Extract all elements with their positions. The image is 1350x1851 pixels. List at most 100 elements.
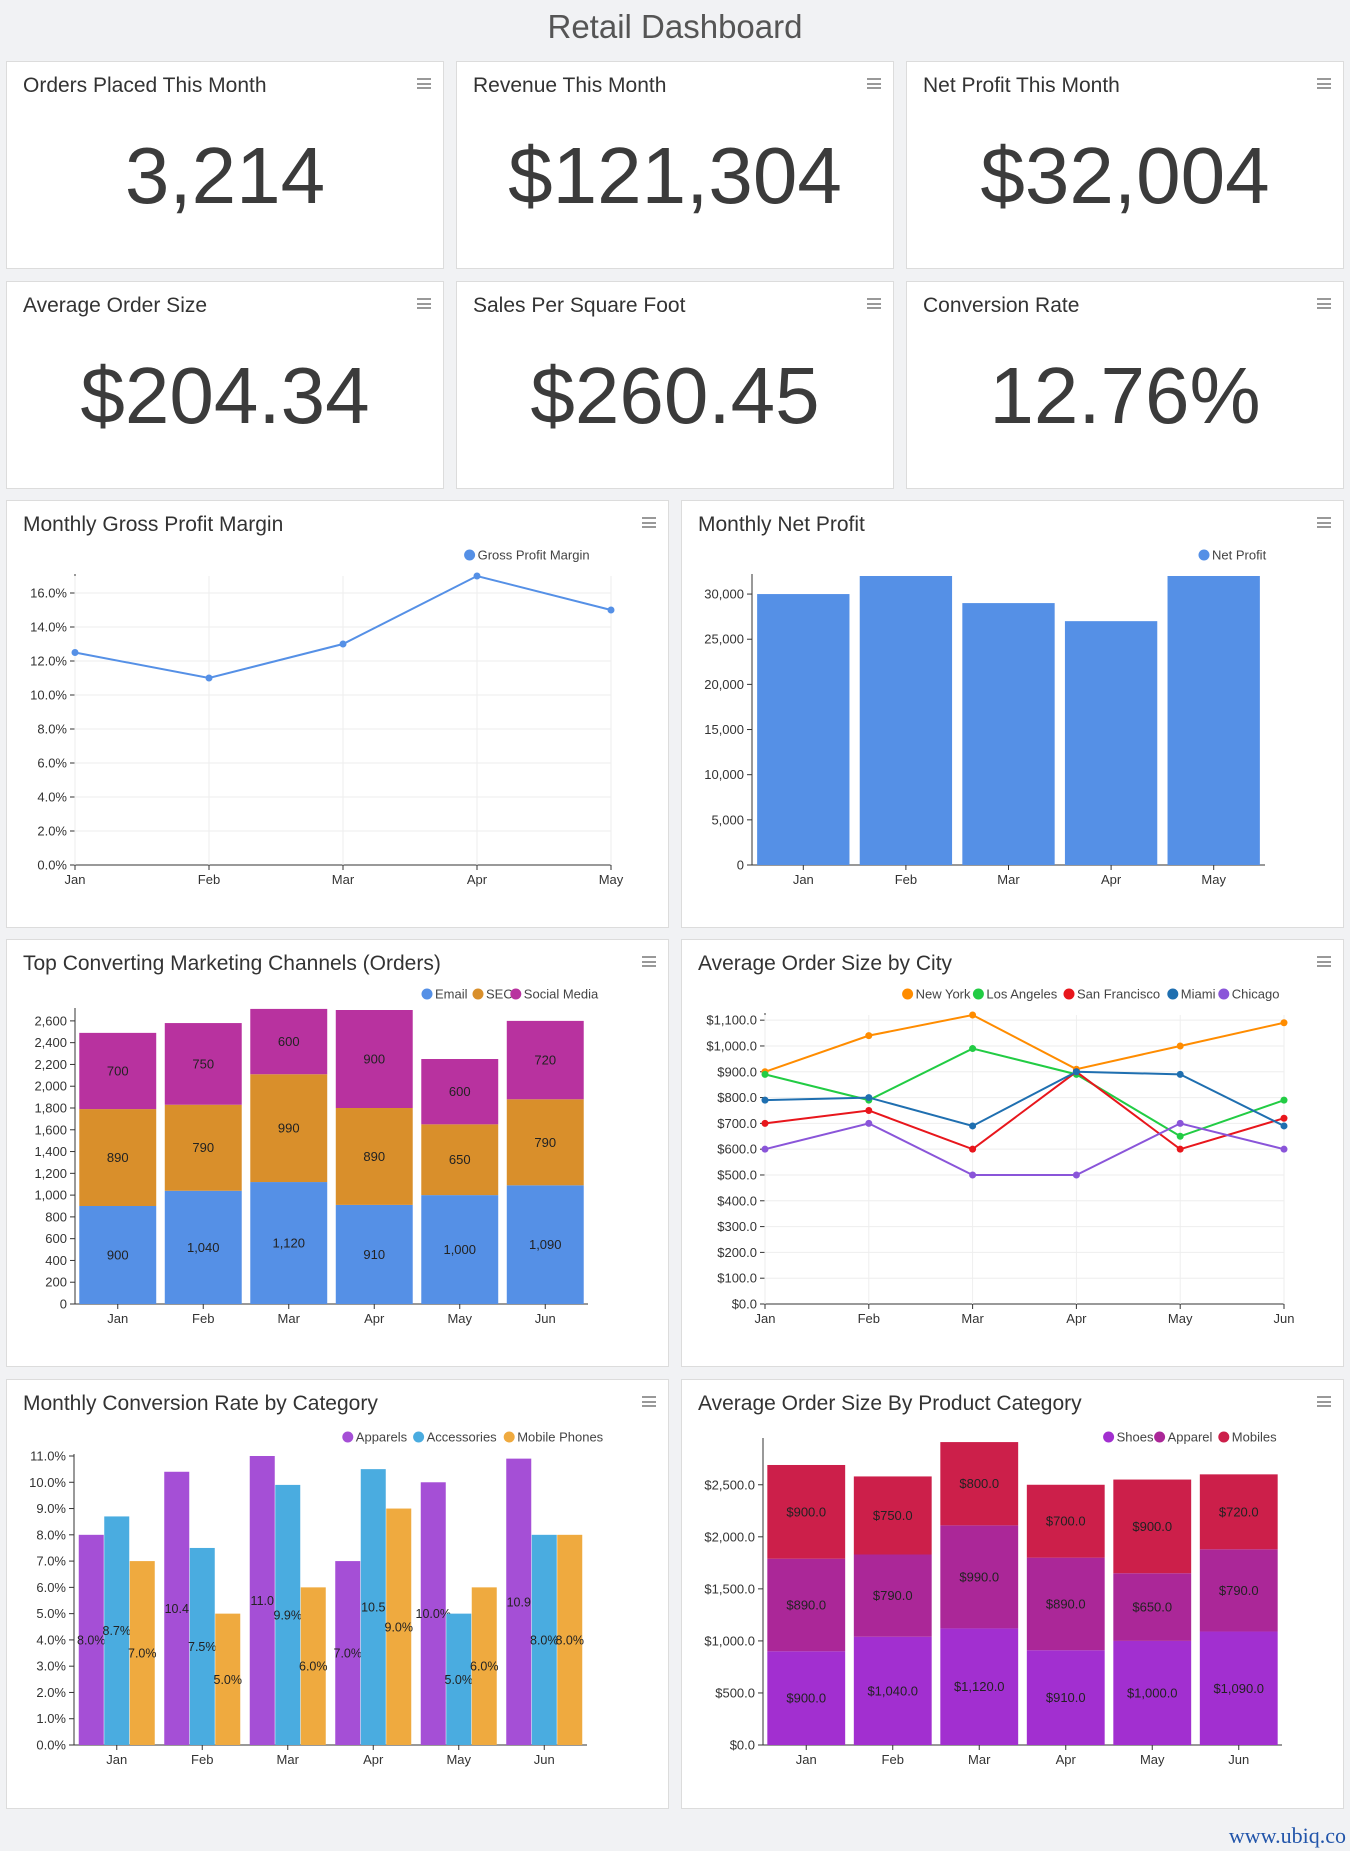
data-label: 5.0%	[214, 1673, 243, 1687]
y-tick-label: 1,600	[34, 1122, 67, 1137]
bar-segment	[1113, 1479, 1192, 1574]
bar-segment	[767, 1464, 846, 1559]
data-point	[607, 606, 615, 614]
data-label: 6.0%	[299, 1660, 328, 1674]
data-label: $700.0	[1046, 1514, 1086, 1529]
data-label: 5.0%	[445, 1673, 474, 1687]
x-tick-label: Feb	[882, 1752, 904, 1767]
y-tick-label: 3.0%	[36, 1659, 66, 1674]
kpi-title: Net Profit This Month	[923, 74, 1120, 97]
kpi-value: 12.76%	[989, 351, 1261, 440]
y-tick-label: $700.0	[717, 1116, 757, 1131]
legend-marker	[1063, 988, 1075, 1000]
data-label: $790.0	[873, 1588, 913, 1603]
legend-label: Shoes	[1117, 1430, 1154, 1445]
conversion-category-chart: 0.0%1.0%2.0%3.0%4.0%5.0%6.0%7.0%8.0%9.0%…	[29, 1430, 604, 1768]
kpi-card-revenue: Revenue This Month $121,304	[456, 61, 894, 269]
y-tick-label: $1,100.0	[706, 1013, 757, 1028]
data-point	[865, 1094, 873, 1102]
x-tick-label: Mar	[997, 872, 1020, 887]
menu-icon[interactable]	[1317, 78, 1331, 89]
chart-card-product-category: Average Order Size By Product Category $…	[681, 1379, 1344, 1809]
data-point	[865, 1119, 873, 1127]
legend-marker	[1103, 1431, 1115, 1443]
chart-title: Monthly Conversion Rate by Category	[23, 1392, 378, 1415]
menu-icon[interactable]	[1317, 1396, 1331, 1407]
bar	[360, 1469, 386, 1745]
data-label: 10.9	[507, 1595, 531, 1609]
menu-icon[interactable]	[867, 78, 881, 89]
x-tick-label: Jun	[1274, 1311, 1295, 1326]
data-label: $910.0	[1046, 1690, 1086, 1705]
data-point	[1072, 1171, 1080, 1179]
data-label: 910	[363, 1247, 385, 1262]
y-tick-label: 2,000	[34, 1079, 67, 1094]
y-tick-label: 9.0%	[36, 1501, 66, 1516]
menu-icon[interactable]	[1317, 517, 1331, 528]
data-label: $1,090.0	[1213, 1681, 1264, 1696]
bar-segment	[767, 1558, 846, 1652]
legend-label: SEO	[486, 987, 513, 1002]
menu-icon[interactable]	[1317, 956, 1331, 967]
bar-segment	[1026, 1484, 1105, 1558]
menu-icon[interactable]	[867, 298, 881, 309]
menu-icon[interactable]	[642, 956, 656, 967]
bar-segment	[421, 1059, 499, 1125]
data-label: 7.5%	[188, 1640, 217, 1654]
y-tick-label: 2,600	[34, 1013, 67, 1028]
y-tick-label: 11.0%	[30, 1449, 66, 1464]
menu-icon[interactable]	[1317, 298, 1331, 309]
x-tick-label: Feb	[198, 872, 220, 887]
series-line	[764, 1070, 1285, 1128]
legend-marker	[421, 988, 433, 1000]
data-point	[969, 1011, 977, 1019]
kpi-card-orders: Orders Placed This Month 3,214	[6, 61, 444, 269]
x-tick-label: Apr	[363, 1752, 384, 1767]
data-point	[1280, 1019, 1288, 1027]
legend-marker	[342, 1431, 354, 1443]
x-tick-label: Feb	[895, 872, 917, 887]
kpi-value: $204.34	[80, 351, 370, 440]
y-tick-label: 25,000	[704, 632, 744, 647]
data-label: 1,040	[187, 1240, 220, 1255]
series-line	[764, 1047, 1285, 1138]
y-tick-label: $500.0	[715, 1685, 755, 1700]
data-label: 6.0%	[470, 1660, 499, 1674]
menu-icon[interactable]	[642, 517, 656, 528]
menu-icon[interactable]	[642, 1396, 656, 1407]
bar	[189, 1547, 215, 1745]
data-point	[1280, 1122, 1288, 1130]
data-point	[1280, 1096, 1288, 1104]
bar	[962, 603, 1055, 865]
data-label: 890	[107, 1150, 129, 1165]
data-point	[205, 674, 213, 682]
bar	[300, 1587, 326, 1745]
y-tick-label: $1,000.0	[704, 1633, 755, 1648]
data-label: $1,040.0	[867, 1683, 918, 1698]
bar-segment	[164, 1190, 242, 1304]
bar	[1064, 621, 1158, 865]
y-tick-label: 800	[45, 1209, 67, 1224]
y-tick-label: 10.0%	[29, 1475, 66, 1490]
chart-card-marketing-channels: Top Converting Marketing Channels (Order…	[6, 939, 669, 1367]
bar-segment	[506, 1099, 584, 1186]
chart-title: Average Order Size By Product Category	[698, 1392, 1082, 1415]
data-label: 990	[278, 1121, 300, 1136]
legend-label: Apparels	[356, 1430, 408, 1445]
kpi-title: Average Order Size	[23, 294, 208, 317]
data-point	[865, 1032, 873, 1040]
menu-icon[interactable]	[417, 78, 431, 89]
data-label: $1,120.0	[954, 1679, 1005, 1694]
legend-label: Email	[435, 987, 468, 1002]
menu-icon[interactable]	[417, 298, 431, 309]
x-tick-label: Feb	[191, 1752, 213, 1767]
kpi-title: Orders Placed This Month	[23, 74, 267, 97]
x-tick-label: Jun	[534, 1752, 555, 1767]
y-tick-label: $900.0	[717, 1064, 757, 1079]
x-tick-label: May	[447, 1311, 472, 1326]
y-tick-label: 2.0%	[36, 1685, 66, 1700]
data-point	[969, 1122, 977, 1130]
y-tick-label: 4.0%	[36, 1632, 66, 1647]
kpi-value: $121,304	[508, 131, 842, 220]
x-tick-label: Feb	[858, 1311, 880, 1326]
